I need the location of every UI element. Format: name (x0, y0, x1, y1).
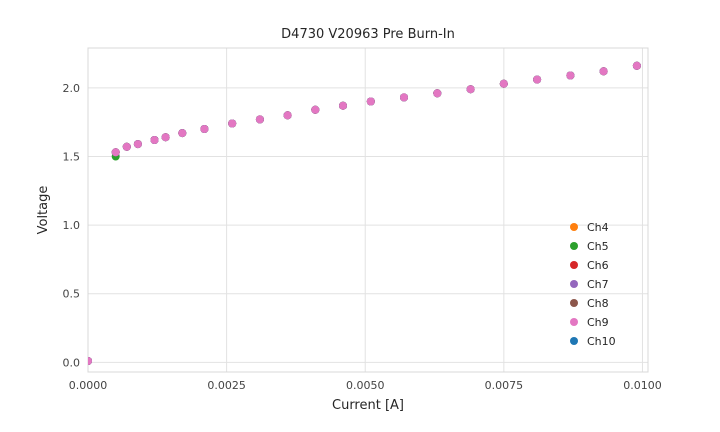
legend-marker-ch9 (570, 318, 578, 326)
legend-marker-ch5 (570, 242, 578, 250)
svg-text:0.0075: 0.0075 (485, 379, 524, 392)
x-tick-labels: 0.0000 0.0025 0.0050 0.0075 0.0100 (69, 379, 662, 392)
legend-label-ch6: Ch6 (587, 259, 609, 272)
legend-marker-ch7 (570, 280, 578, 288)
plot-area (88, 48, 648, 372)
legend-label-ch4: Ch4 (587, 221, 609, 234)
series-ch9 (88, 61, 641, 365)
svg-text:0.0100: 0.0100 (623, 379, 662, 392)
legend-marker-ch8 (570, 299, 578, 307)
legend-label-ch8: Ch8 (587, 297, 609, 310)
svg-text:0.0: 0.0 (63, 356, 81, 369)
legend: Ch4 Ch5 Ch6 Ch7 Ch8 Ch9 Ch10 (570, 221, 616, 348)
svg-text:0.0000: 0.0000 (69, 379, 108, 392)
legend-label-ch5: Ch5 (587, 240, 609, 253)
y-axis-label: Voltage (36, 186, 51, 235)
legend-label-ch9: Ch9 (587, 316, 609, 329)
svg-text:0.0025: 0.0025 (207, 379, 246, 392)
svg-text:2.0: 2.0 (63, 82, 81, 95)
svg-text:1.5: 1.5 (63, 150, 81, 163)
svg-text:1.0: 1.0 (63, 219, 81, 232)
svg-text:0.0050: 0.0050 (346, 379, 385, 392)
legend-marker-ch6 (570, 261, 578, 269)
x-axis-label: Current [A] (332, 398, 404, 413)
legend-label-ch10: Ch10 (587, 335, 616, 348)
svg-text:0.5: 0.5 (63, 288, 81, 301)
chart-title: D4730 V20963 Pre Burn-In (281, 27, 455, 42)
legend-marker-ch4 (570, 223, 578, 231)
gridlines (87, 48, 648, 372)
legend-marker-ch10 (570, 337, 578, 345)
legend-label-ch7: Ch7 (587, 278, 609, 291)
plot-border (87, 47, 649, 373)
y-tick-labels: 0.0 0.5 1.0 1.5 2.0 (63, 82, 81, 370)
data-points (88, 61, 641, 365)
